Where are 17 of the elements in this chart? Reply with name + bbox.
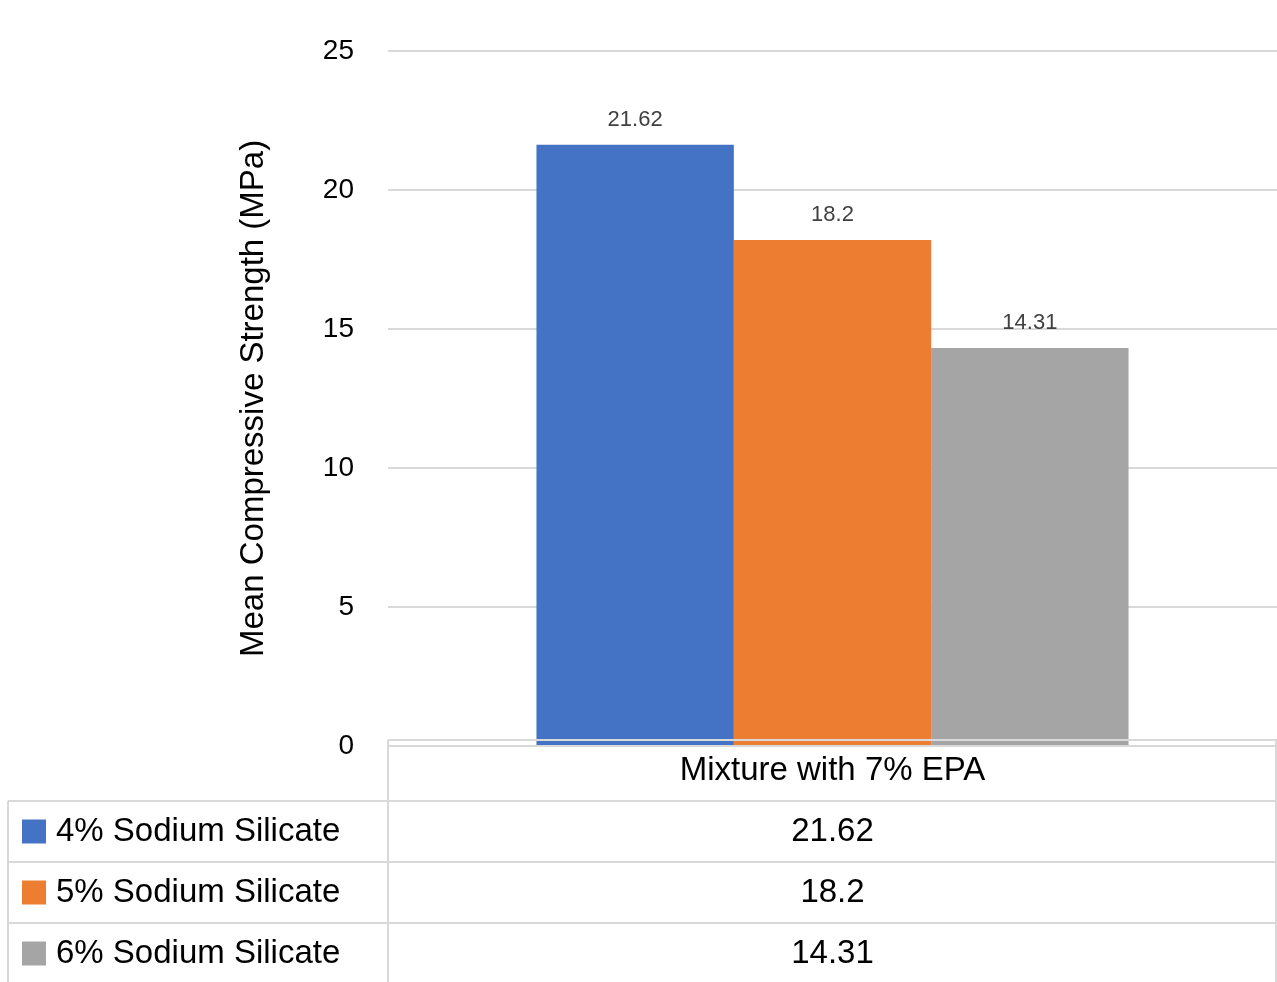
legend-label: 5% Sodium Silicate xyxy=(56,871,341,909)
legend-label: 4% Sodium Silicate xyxy=(56,810,341,848)
legend-label: 6% Sodium Silicate xyxy=(56,932,341,970)
y-axis-title: Mean Compressive Strength (MPa) xyxy=(232,139,270,657)
y-tick-label: 15 xyxy=(322,311,354,343)
y-tick-label: 20 xyxy=(322,172,354,204)
y-tick-label: 5 xyxy=(338,589,354,621)
y-tick-label: 10 xyxy=(322,450,354,482)
data-label: 14.31 xyxy=(1002,309,1058,335)
data-label: 18.2 xyxy=(811,200,854,226)
y-tick-label: 25 xyxy=(322,33,354,65)
data-label: 21.62 xyxy=(607,105,663,131)
y-tick-label: 0 xyxy=(338,728,354,760)
text: 21.62 xyxy=(791,810,874,848)
text: 14.31 xyxy=(791,932,874,970)
text: 18.2 xyxy=(800,871,865,909)
x-tick-label: Mixture with 7% EPA xyxy=(679,749,986,787)
